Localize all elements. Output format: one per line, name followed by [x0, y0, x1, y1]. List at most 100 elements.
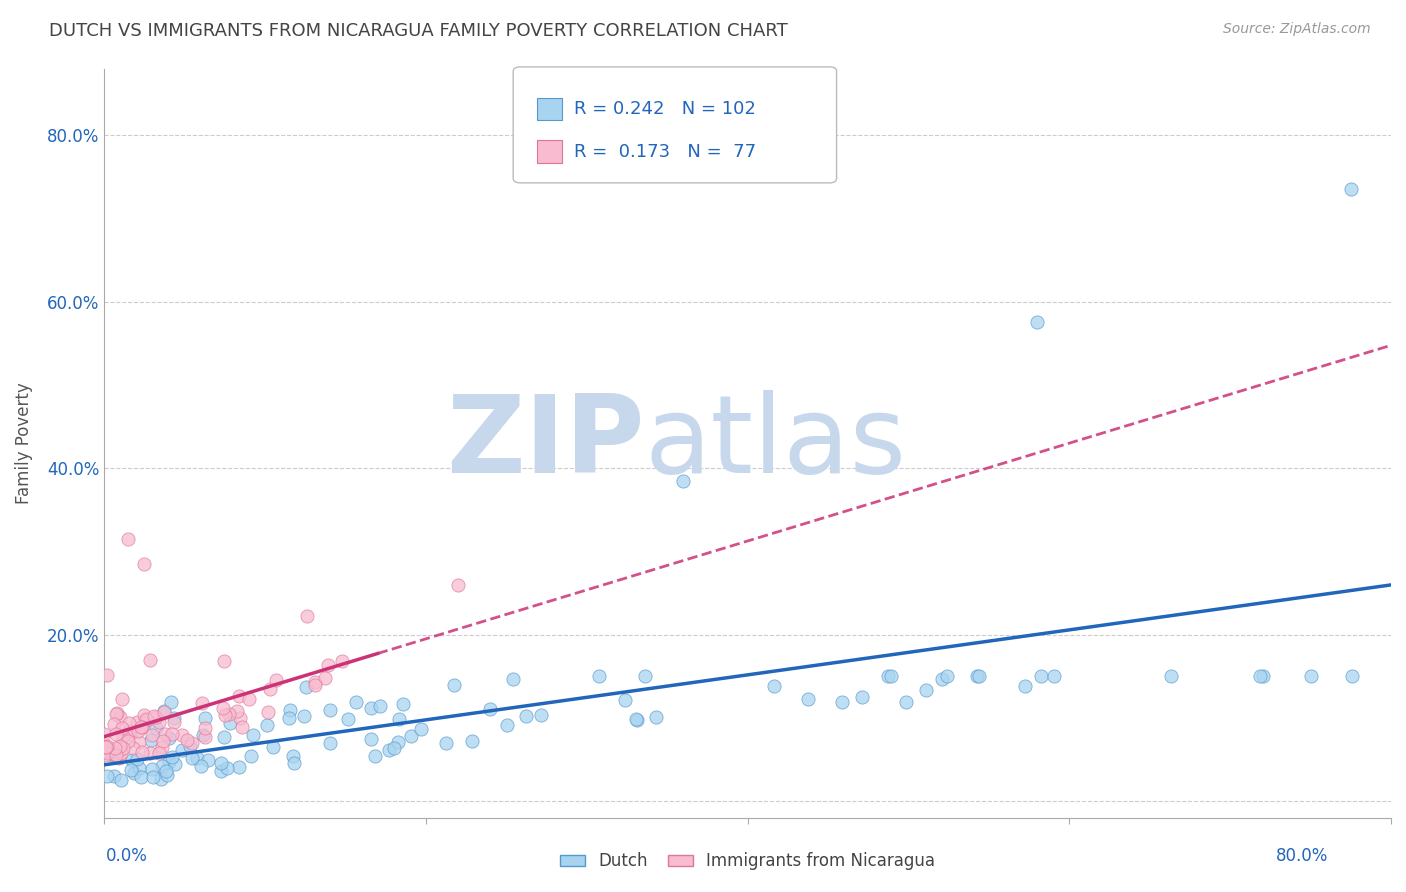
- Point: [364, 749, 387, 764]
- Point: [388, 712, 411, 726]
- Point: [117, 715, 139, 730]
- Point: [229, 711, 252, 725]
- Point: [129, 720, 152, 734]
- Point: [122, 741, 145, 756]
- Point: [150, 740, 173, 755]
- Point: [155, 764, 177, 779]
- Point: [111, 741, 134, 756]
- Point: [851, 690, 873, 704]
- Text: 0.0%: 0.0%: [105, 847, 148, 864]
- Point: [1249, 669, 1271, 683]
- Point: [387, 735, 409, 749]
- Point: [93, 739, 115, 754]
- Point: [118, 723, 141, 738]
- Point: [502, 672, 524, 686]
- Point: [105, 706, 128, 720]
- Point: [120, 764, 142, 778]
- Point: [283, 756, 305, 770]
- Point: [142, 770, 165, 784]
- Point: [225, 704, 247, 718]
- Point: [96, 769, 118, 783]
- Text: ZIP: ZIP: [446, 390, 645, 496]
- Point: [145, 722, 167, 736]
- Point: [1299, 669, 1322, 683]
- Point: [104, 726, 127, 740]
- Point: [409, 723, 432, 737]
- Point: [588, 669, 610, 683]
- Point: [219, 716, 242, 731]
- Point: [197, 753, 219, 767]
- Point: [101, 747, 124, 761]
- Point: [134, 712, 156, 726]
- Point: [103, 717, 125, 731]
- Point: [156, 768, 179, 782]
- Point: [378, 743, 401, 757]
- Point: [110, 772, 132, 787]
- Text: DUTCH VS IMMIGRANTS FROM NICARAGUA FAMILY POVERTY CORRELATION CHART: DUTCH VS IMMIGRANTS FROM NICARAGUA FAMIL…: [49, 22, 787, 40]
- Point: [148, 714, 170, 729]
- Point: [181, 736, 204, 750]
- Point: [672, 474, 695, 488]
- Text: Source: ZipAtlas.com: Source: ZipAtlas.com: [1223, 22, 1371, 37]
- Point: [193, 728, 215, 742]
- Point: [624, 712, 647, 726]
- Point: [295, 609, 318, 624]
- Point: [634, 669, 657, 683]
- Point: [797, 692, 820, 706]
- Point: [211, 700, 233, 714]
- Point: [117, 734, 139, 748]
- Point: [212, 654, 235, 668]
- Point: [103, 769, 125, 783]
- Point: [278, 711, 301, 725]
- Text: R = 0.242   N = 102: R = 0.242 N = 102: [574, 100, 755, 118]
- Point: [1251, 669, 1274, 683]
- Point: [157, 756, 180, 770]
- Point: [936, 669, 959, 683]
- Point: [145, 710, 167, 724]
- Point: [762, 679, 785, 693]
- Point: [1042, 669, 1064, 683]
- Point: [153, 726, 176, 740]
- Point: [614, 693, 637, 707]
- Point: [239, 748, 262, 763]
- Point: [139, 746, 162, 760]
- Point: [264, 673, 287, 687]
- Point: [218, 706, 240, 721]
- Point: [152, 758, 174, 772]
- Point: [163, 756, 186, 771]
- Point: [141, 728, 163, 742]
- Point: [127, 723, 149, 738]
- Point: [159, 696, 181, 710]
- Point: [128, 761, 150, 775]
- Point: [1014, 679, 1036, 693]
- Point: [626, 713, 648, 727]
- Point: [215, 760, 238, 774]
- Point: [105, 748, 128, 763]
- Point: [337, 712, 360, 726]
- Point: [96, 739, 118, 753]
- Y-axis label: Family Poverty: Family Poverty: [15, 383, 32, 504]
- Point: [530, 707, 553, 722]
- Point: [94, 739, 117, 754]
- Text: 80.0%: 80.0%: [1277, 847, 1329, 864]
- Point: [94, 748, 117, 763]
- Point: [1160, 669, 1182, 683]
- Point: [382, 741, 405, 756]
- Point: [515, 709, 537, 723]
- Point: [281, 749, 304, 764]
- Point: [966, 669, 988, 683]
- Point: [125, 752, 148, 766]
- Point: [344, 695, 367, 709]
- Point: [368, 699, 391, 714]
- Point: [96, 668, 118, 682]
- Point: [194, 721, 217, 735]
- Point: [295, 681, 318, 695]
- Point: [231, 720, 253, 734]
- Point: [330, 654, 353, 668]
- Point: [104, 706, 127, 721]
- Point: [160, 727, 183, 741]
- Point: [148, 746, 170, 760]
- Point: [139, 652, 162, 666]
- Point: [176, 733, 198, 747]
- Point: [93, 727, 115, 741]
